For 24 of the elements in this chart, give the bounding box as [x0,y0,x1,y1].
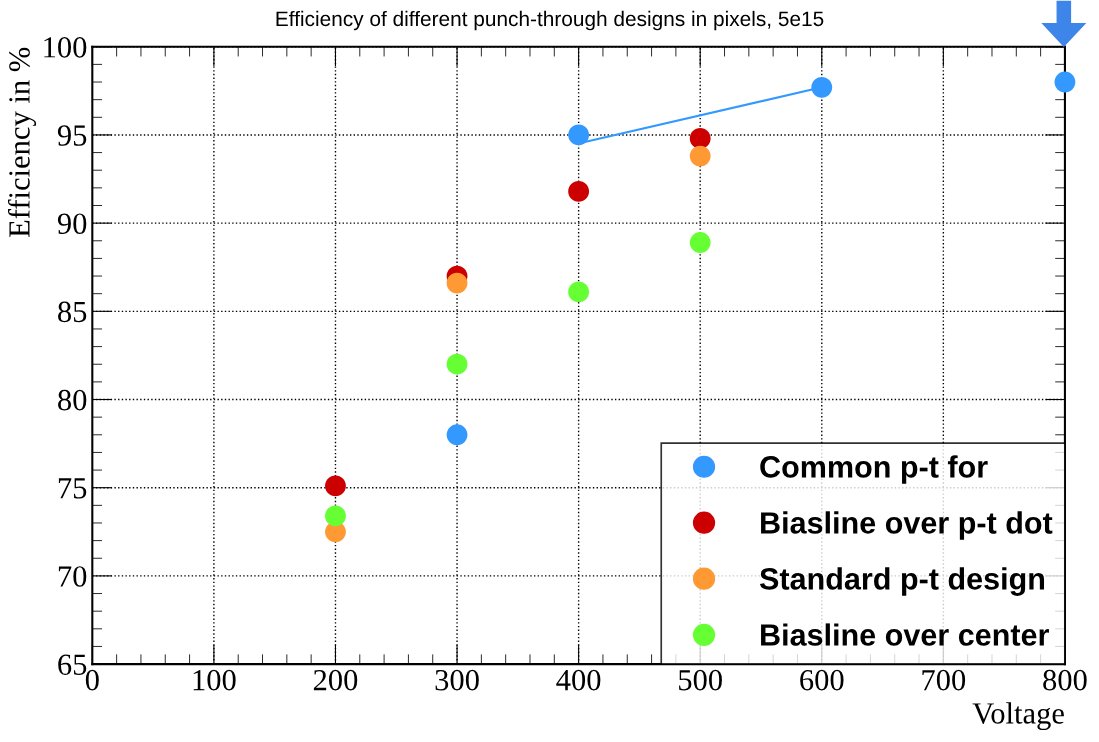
x-tick-label: 700 [922,669,966,691]
x-tick-label: 800 [1043,669,1087,691]
x-tick-label: 600 [800,669,844,691]
x-tick-label: 500 [679,669,722,691]
y-axis-title: Efficiency in % [7,47,37,238]
x-axis-title: Voltage [972,702,1064,731]
y-tick-label: 75 [58,478,87,499]
y-tick-label: 80 [58,389,87,411]
x-tick-label: 400 [556,669,601,691]
y-tick-label: 70 [58,566,87,587]
y-tick-label: 95 [57,125,87,146]
x-tick-label: 100 [193,669,236,691]
legend-label: Standard p-t design [759,567,1045,596]
x-tick-label: 300 [435,669,479,691]
chart-title: Efficiency of different punch-through designs in pixels, 5e15 [276,10,824,31]
legend-label: Biasline over p-t dot [761,511,1053,540]
y-tick-label: 65 [58,654,87,675]
legend-label: Common p-t for [760,455,988,484]
y-tick-label: 90 [57,213,87,235]
y-tick-label: 85 [58,301,87,323]
legend-label: Biasline over center [761,623,1049,646]
x-tick-label: 200 [313,669,358,691]
y-tick-label: 100 [44,37,87,58]
x-tick-label: 0 [85,669,99,691]
